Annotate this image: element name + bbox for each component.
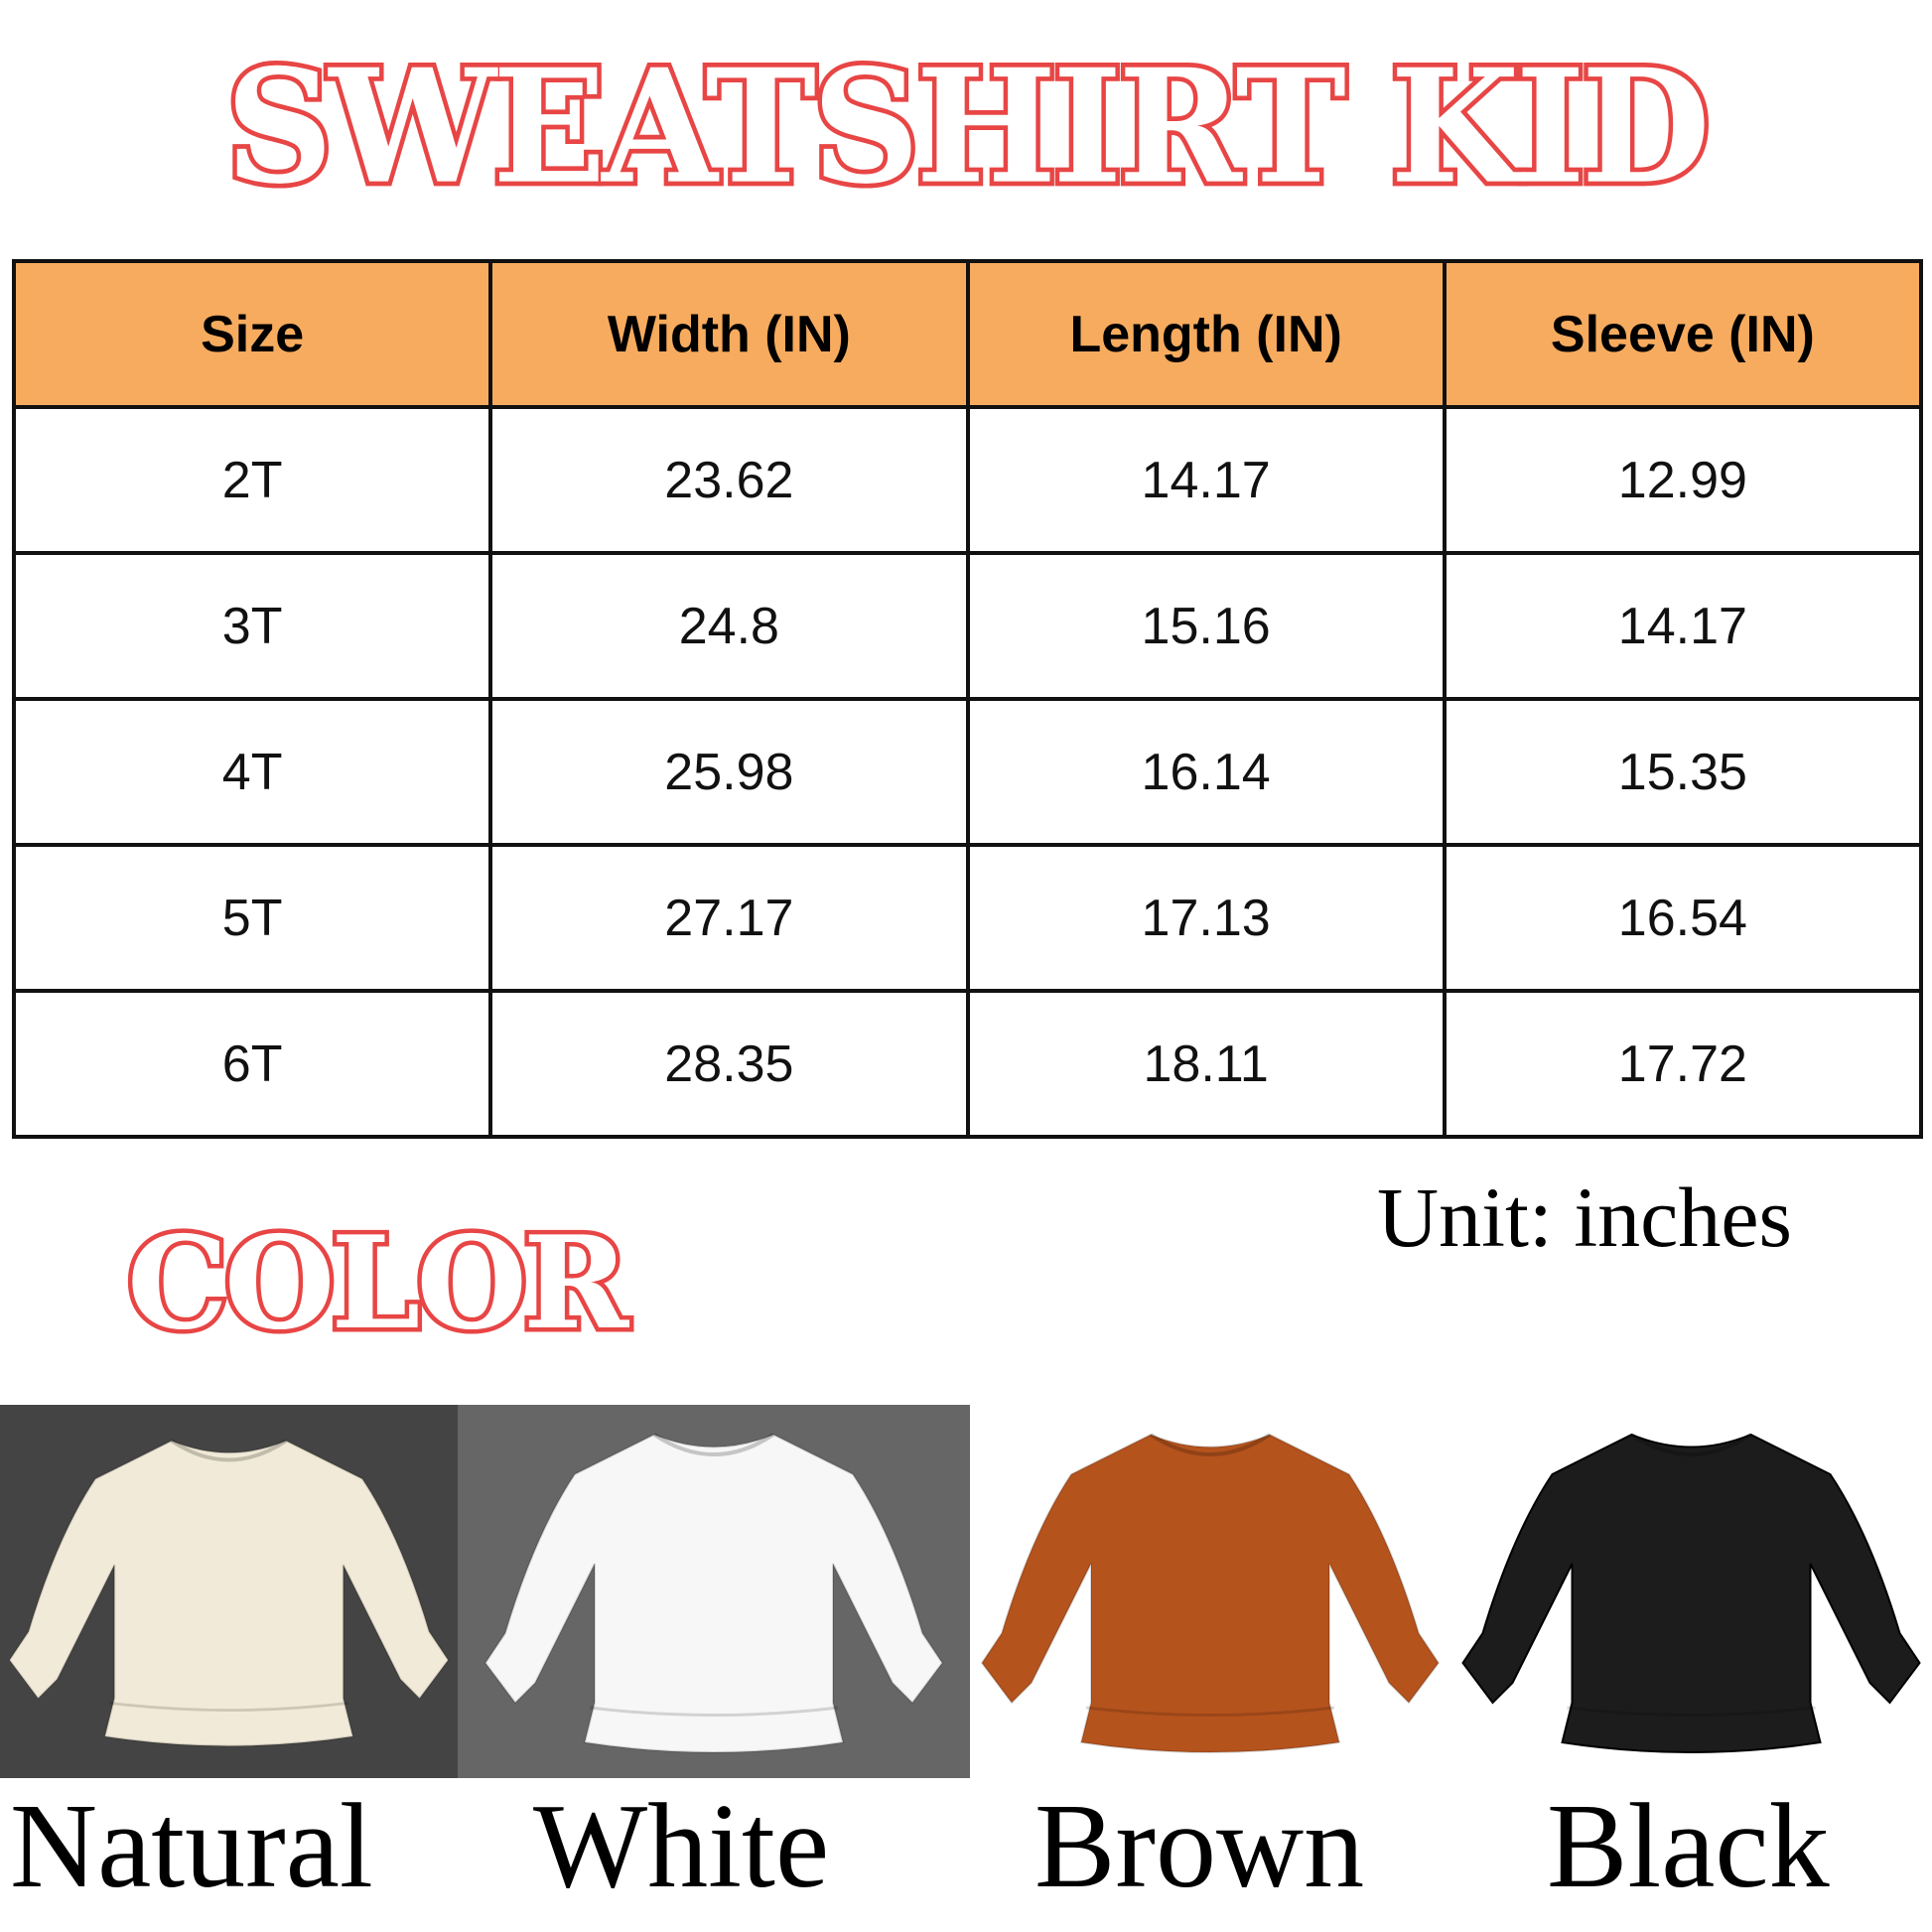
color-label-white: White (533, 1779, 830, 1913)
color-title: COLOR (122, 1205, 632, 1363)
header-length: Length (IN) (965, 259, 1447, 409)
cell-sleeve: 17.72 (1442, 989, 1924, 1139)
cell-length: 14.17 (965, 405, 1447, 555)
color-label-brown: Brown (1035, 1779, 1365, 1913)
color-label-natural: Natural (10, 1779, 373, 1913)
sweatshirt-image (980, 1433, 1441, 1753)
table-row: 3T 24.8 15.16 14.17 (11, 551, 1924, 701)
table-row: 4T 25.98 16.14 15.35 (11, 697, 1924, 847)
cell-width: 23.62 (488, 405, 970, 555)
swatch-photo-black (1450, 1405, 1932, 1778)
swatch-photo-natural (0, 1405, 458, 1778)
unit-note: Unit: inches (1377, 1170, 1792, 1265)
cell-sleeve: 16.54 (1442, 843, 1924, 993)
cell-size: 6T (11, 989, 493, 1139)
cell-length: 17.13 (965, 843, 1447, 993)
color-label-black: Black (1547, 1779, 1830, 1913)
cell-sleeve: 14.17 (1442, 551, 1924, 701)
cell-size: 2T (11, 405, 493, 555)
cell-size: 3T (11, 551, 493, 701)
cell-length: 16.14 (965, 697, 1447, 847)
table-row: 5T 27.17 17.13 16.54 (11, 843, 1924, 993)
cell-sleeve: 15.35 (1442, 697, 1924, 847)
cell-width: 24.8 (488, 551, 970, 701)
cell-width: 28.35 (488, 989, 970, 1139)
swatch-photo-brown (970, 1405, 1450, 1778)
cell-width: 25.98 (488, 697, 970, 847)
header-sleeve: Sleeve (IN) (1442, 259, 1924, 409)
page-title: SWEATSHIRT KID (221, 31, 1716, 223)
sweatshirt-image (1461, 1433, 1921, 1753)
cell-sleeve: 12.99 (1442, 405, 1924, 555)
table-row: 6T 28.35 18.11 17.72 (11, 989, 1924, 1139)
cell-size: 4T (11, 697, 493, 847)
size-chart-table: Size Width (IN) Length (IN) Sleeve (IN) … (11, 259, 1924, 1139)
cell-width: 27.17 (488, 843, 970, 993)
table-row: 2T 23.62 14.17 12.99 (11, 405, 1924, 555)
cell-length: 15.16 (965, 551, 1447, 701)
header-width: Width (IN) (488, 259, 970, 409)
swatch-photo-white (458, 1405, 970, 1778)
cell-length: 18.11 (965, 989, 1447, 1139)
table-header-row: Size Width (IN) Length (IN) Sleeve (IN) (11, 259, 1924, 409)
header-size: Size (11, 259, 493, 409)
sweatshirt-image (8, 1439, 450, 1747)
cell-size: 5T (11, 843, 493, 993)
sweatshirt-image (483, 1433, 944, 1753)
